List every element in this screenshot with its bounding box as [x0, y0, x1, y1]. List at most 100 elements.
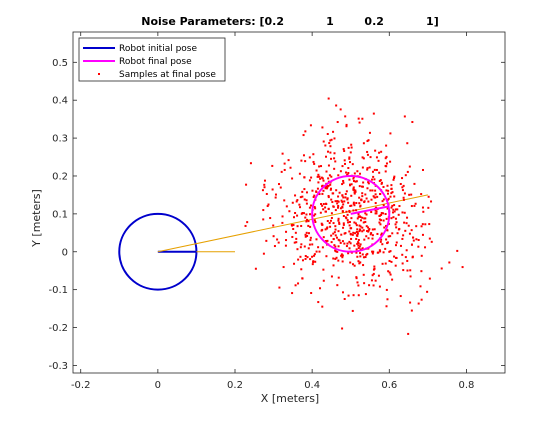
- sample-point: [428, 237, 431, 240]
- sample-point: [405, 249, 408, 252]
- sample-point: [352, 180, 355, 183]
- sample-point: [308, 213, 311, 216]
- sample-point: [301, 190, 304, 193]
- sample-point: [346, 213, 349, 216]
- sample-point: [338, 221, 341, 224]
- sample-point: [371, 234, 374, 237]
- sample-point: [341, 205, 344, 208]
- sample-point: [406, 259, 409, 262]
- sample-point: [324, 210, 327, 213]
- sample-point: [366, 150, 369, 153]
- x-tick-label: 0: [155, 380, 161, 391]
- sample-point: [274, 196, 277, 199]
- sample-point: [300, 268, 303, 271]
- sample-point: [334, 160, 337, 163]
- sample-point: [325, 227, 328, 230]
- sample-point: [401, 253, 404, 256]
- sample-point: [393, 255, 396, 258]
- sample-point: [420, 270, 423, 273]
- sample-point: [300, 212, 303, 215]
- sample-point: [312, 160, 315, 163]
- sample-point: [345, 245, 348, 248]
- legend-samples-swatch: [98, 73, 100, 75]
- sample-point: [357, 213, 360, 216]
- sample-point: [330, 198, 333, 201]
- sample-point: [295, 200, 298, 203]
- sample-point: [283, 168, 286, 171]
- sample-point: [304, 257, 307, 260]
- y-tick-label: 0: [62, 247, 68, 258]
- sample-point: [355, 234, 358, 237]
- sample-point: [359, 216, 362, 219]
- sample-point: [313, 205, 316, 208]
- sample-point: [366, 140, 369, 143]
- sample-point: [387, 235, 390, 238]
- sample-point: [343, 159, 346, 162]
- sample-point: [385, 144, 388, 147]
- sample-point: [388, 250, 391, 253]
- sample-point: [303, 245, 306, 248]
- sample-point: [366, 153, 369, 156]
- sample-point: [368, 284, 371, 287]
- sample-point: [327, 196, 330, 199]
- sample-point: [406, 170, 409, 173]
- sample-point: [384, 247, 387, 250]
- sample-point: [291, 177, 294, 180]
- sample-point: [351, 233, 354, 236]
- sample-point: [341, 256, 344, 259]
- sample-point: [395, 241, 398, 244]
- sample-point: [392, 216, 395, 219]
- sample-point: [254, 267, 257, 270]
- sample-point: [395, 226, 398, 229]
- sample-point: [367, 230, 370, 233]
- sample-point: [353, 244, 356, 247]
- sample-point: [371, 228, 374, 231]
- sample-point: [299, 255, 302, 258]
- sample-point: [318, 165, 321, 168]
- sample-point: [318, 250, 321, 253]
- sample-point: [344, 196, 347, 199]
- sample-point: [314, 213, 317, 216]
- x-tick-label: 0.6: [381, 380, 397, 391]
- sample-point: [271, 164, 274, 167]
- sample-point: [342, 226, 345, 229]
- sample-point: [329, 183, 332, 186]
- sample-point: [322, 268, 325, 271]
- sample-point: [346, 242, 349, 245]
- sample-point: [407, 224, 410, 227]
- y-tick-label: 0.4: [52, 96, 68, 107]
- sample-point: [417, 245, 420, 248]
- sample-point: [302, 134, 305, 137]
- sample-point: [359, 252, 362, 255]
- sample-point: [382, 198, 385, 201]
- sample-point: [374, 149, 377, 152]
- sample-point: [341, 240, 344, 243]
- sample-point: [420, 254, 423, 257]
- sample-point: [344, 216, 347, 219]
- sample-point: [395, 221, 398, 224]
- sample-point: [380, 182, 383, 185]
- sample-point: [401, 237, 404, 240]
- sample-point: [366, 187, 369, 190]
- sample-point: [337, 200, 340, 203]
- sample-point: [352, 187, 355, 190]
- sample-point: [327, 164, 330, 167]
- sample-point: [415, 225, 418, 228]
- sample-point: [319, 177, 322, 180]
- sample-point: [262, 209, 265, 212]
- sample-point: [303, 198, 306, 201]
- sample-point: [321, 228, 324, 231]
- sample-point: [346, 219, 349, 222]
- x-tick-label: 0.2: [227, 380, 243, 391]
- sample-point: [322, 208, 325, 211]
- sample-point: [410, 205, 413, 208]
- sample-point: [378, 214, 381, 217]
- sample-point: [364, 220, 367, 223]
- sample-point: [390, 184, 393, 187]
- sample-point: [337, 259, 340, 262]
- plot-area: [118, 97, 464, 335]
- sample-point: [382, 219, 385, 222]
- sample-point: [314, 221, 317, 224]
- sample-point: [378, 249, 381, 252]
- sample-point: [361, 226, 364, 229]
